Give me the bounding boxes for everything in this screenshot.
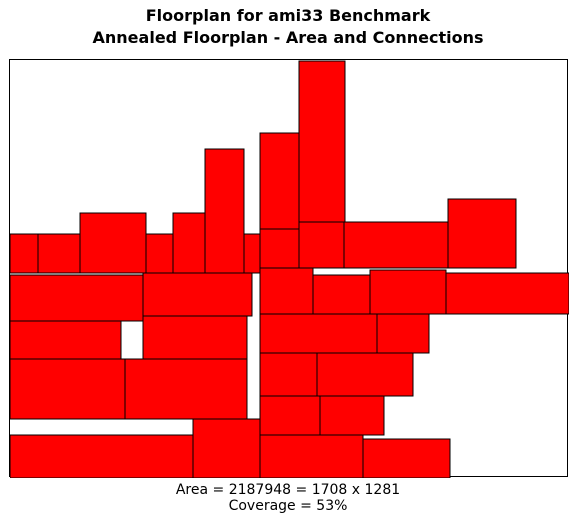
floorplan-block-3 <box>79 212 147 274</box>
floorplan-block-28 <box>259 395 321 436</box>
floorplan-block-17 <box>142 315 248 360</box>
floorplan-block-27 <box>316 352 414 397</box>
floorplan-block-12 <box>343 221 449 269</box>
floorplan-block-25 <box>376 313 430 354</box>
chart-subtitle: Annealed Floorplan - Area and Connection… <box>92 28 484 47</box>
floorplan-block-32 <box>259 434 364 478</box>
floorplan-block-5 <box>172 212 206 274</box>
floorplan-block-20 <box>259 267 314 315</box>
coverage-label: Coverage = 53% <box>228 498 348 514</box>
floorplan-block-14 <box>10 274 144 322</box>
floorplan-block-30 <box>10 434 194 478</box>
floorplan-block-18 <box>10 358 126 420</box>
floorplan-block-8 <box>259 132 300 230</box>
floorplan-block-6 <box>204 148 245 274</box>
floorplan-block-22 <box>369 269 447 315</box>
area-label: Area = 2187948 = 1708 x 1281 <box>175 482 401 498</box>
floorplan-block-15 <box>142 272 253 317</box>
floorplan-block-9 <box>298 60 346 223</box>
floorplan-block-26 <box>259 352 318 397</box>
floorplan-canvas <box>9 59 569 478</box>
floorplan-block-29 <box>319 395 385 436</box>
floorplan-block-31 <box>192 418 261 478</box>
floorplan-block-13 <box>447 198 517 269</box>
floorplan-block-24 <box>259 313 378 354</box>
floorplan-block-1 <box>10 233 39 274</box>
floorplan-block-7 <box>243 233 261 274</box>
floorplan-block-16 <box>10 320 122 360</box>
floorplan-block-33 <box>362 438 451 478</box>
floorplan-block-21 <box>312 274 371 315</box>
floorplan-block-23 <box>445 272 569 315</box>
floorplan-block-2 <box>37 233 81 274</box>
floorplan-block-11 <box>298 221 345 269</box>
floorplan-block-19 <box>124 358 248 420</box>
floorplan-block-4 <box>145 233 174 274</box>
chart-title: Floorplan for ami33 Benchmark <box>145 6 431 25</box>
floorplan-blocks <box>10 60 569 478</box>
floorplan-block-10 <box>259 228 300 269</box>
